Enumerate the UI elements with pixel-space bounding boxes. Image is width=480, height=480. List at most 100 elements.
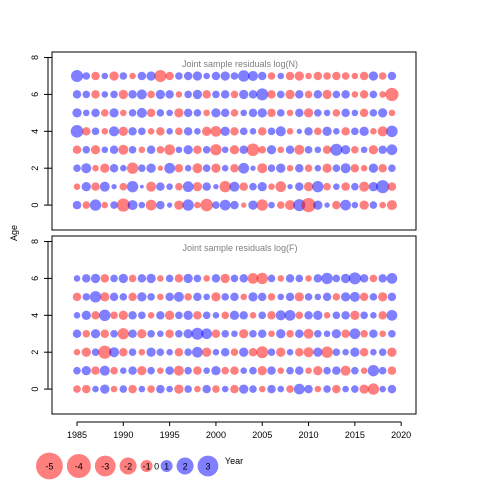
- residual-point: [145, 199, 157, 211]
- residual-point: [120, 109, 127, 117]
- residual-point: [126, 180, 139, 193]
- residual-point: [359, 90, 369, 99]
- residual-point: [351, 385, 359, 393]
- residual-point: [258, 292, 267, 302]
- residual-point: [324, 202, 330, 208]
- residual-point: [230, 127, 239, 136]
- residual-point: [146, 71, 156, 81]
- residual-point: [323, 109, 331, 117]
- residual-point: [359, 108, 369, 118]
- residual-point: [118, 126, 128, 136]
- residual-point: [100, 384, 110, 394]
- residual-point: [360, 329, 368, 338]
- residual-point: [184, 348, 192, 356]
- panel-logF: Joint sample residuals log(F) 0 2 4 6 8: [30, 235, 417, 415]
- residual-point: [314, 329, 322, 338]
- residual-point: [165, 90, 174, 99]
- residual-point: [238, 70, 250, 82]
- panel-logN: Joint sample residuals log(N) 0 2 4 6 8: [30, 51, 417, 231]
- residual-point: [137, 71, 147, 81]
- residual-point: [175, 311, 183, 320]
- residual-point: [164, 144, 176, 156]
- residual-point: [305, 367, 312, 374]
- residual-point: [212, 90, 220, 99]
- residual-point: [82, 293, 91, 301]
- residual-point: [156, 182, 165, 191]
- residual-point: [118, 89, 128, 100]
- residual-point: [367, 364, 380, 377]
- residual-point: [211, 71, 221, 81]
- residual-point: [313, 200, 323, 210]
- residual-point: [147, 312, 155, 319]
- residual-point: [101, 128, 109, 135]
- residual-point: [147, 366, 155, 375]
- residual-point: [314, 164, 322, 172]
- residual-point: [73, 183, 81, 190]
- residual-point: [147, 128, 155, 135]
- y-tick-label: 4: [30, 129, 40, 134]
- residual-point: [91, 311, 100, 320]
- panel-logN-title: Joint sample residuals log(N): [182, 59, 298, 69]
- legend-label: 3: [205, 462, 210, 472]
- residual-point: [277, 72, 285, 80]
- residual-point: [268, 330, 275, 338]
- residual-point: [81, 310, 91, 320]
- residual-point: [387, 366, 397, 375]
- residual-point: [109, 145, 119, 154]
- residual-point: [157, 165, 164, 171]
- residual-point: [331, 329, 341, 339]
- residual-point: [72, 145, 82, 154]
- residual-point: [221, 311, 229, 320]
- residual-point: [82, 329, 91, 338]
- residual-point: [128, 292, 137, 302]
- residual-point: [137, 329, 147, 339]
- residual-point: [304, 293, 313, 301]
- residual-point: [386, 144, 398, 156]
- residual-point: [239, 182, 248, 191]
- residual-point: [277, 367, 285, 374]
- residual-point: [82, 109, 90, 117]
- residual-point: [333, 183, 340, 190]
- residual-point: [220, 90, 230, 99]
- residual-point: [285, 71, 295, 81]
- residual-point: [202, 145, 211, 154]
- residual-point: [378, 274, 387, 283]
- residual-point: [387, 384, 397, 394]
- residual-point: [100, 329, 110, 339]
- residual-point: [359, 71, 369, 81]
- size-legend: -5 -4 -3 -2 -1 0 1 2 3: [36, 452, 219, 480]
- legend-label: -3: [101, 462, 109, 472]
- residual-point: [231, 330, 238, 338]
- residual-point: [110, 274, 118, 283]
- residual-point: [276, 347, 286, 357]
- residual-point: [166, 348, 173, 356]
- residual-point: [192, 182, 203, 192]
- x-tick-label: 1995: [160, 430, 180, 440]
- residual-point: [119, 293, 128, 301]
- residual-point: [128, 145, 137, 154]
- residual-point: [241, 202, 247, 208]
- residual-point: [359, 292, 369, 302]
- residual-point: [360, 146, 368, 154]
- residual-point: [276, 109, 285, 117]
- residual-point: [303, 108, 314, 118]
- y-tick-label: 0: [30, 203, 40, 208]
- x-tick-label: 2005: [252, 430, 272, 440]
- x-tick-label: 1985: [67, 430, 87, 440]
- residual-point: [72, 292, 82, 302]
- legend-label: 0: [154, 462, 159, 472]
- residual-point: [165, 71, 174, 81]
- residual-point: [73, 312, 81, 319]
- residual-point: [313, 71, 323, 81]
- residual-point: [305, 275, 312, 282]
- residual-point: [146, 108, 156, 118]
- residual-point: [239, 311, 248, 320]
- residual-point: [165, 329, 174, 339]
- residual-point: [101, 72, 109, 80]
- residual-point: [256, 346, 269, 359]
- residual-point: [332, 274, 341, 283]
- residual-point: [257, 108, 267, 118]
- residual-point: [173, 365, 184, 376]
- residual-point: [182, 181, 194, 193]
- residual-point: [267, 90, 276, 99]
